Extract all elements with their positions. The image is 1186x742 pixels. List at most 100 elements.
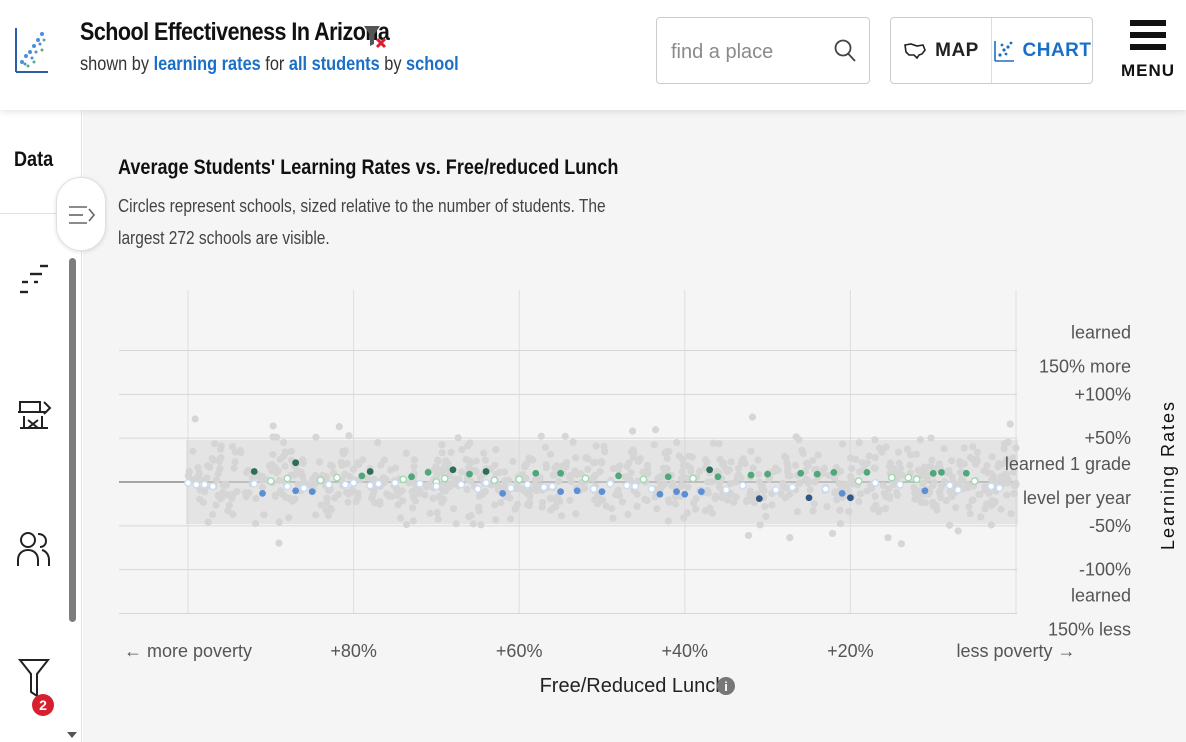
school-point [557, 488, 564, 496]
school-point [557, 469, 564, 477]
school-point [639, 475, 648, 484]
group-link[interactable]: all students [288, 54, 380, 75]
y-tick-label: learned 1 grade [1005, 454, 1131, 474]
y-tick-label: learned [1071, 323, 1131, 343]
school-point [987, 482, 996, 491]
y-tick-label: learned [1071, 586, 1131, 606]
school-point [548, 482, 557, 491]
school-point [887, 473, 896, 482]
school-point [259, 489, 266, 497]
filter-clear-icon[interactable] [362, 22, 390, 52]
school-point [581, 474, 590, 483]
metric-selector-icon[interactable] [14, 260, 54, 304]
school-point [532, 469, 540, 477]
school-point [854, 477, 863, 486]
school-point [838, 489, 846, 497]
subtitle-text: for [265, 54, 285, 75]
sidebar-divider [0, 213, 82, 214]
level-link[interactable]: school [406, 54, 459, 75]
school-point [747, 471, 755, 479]
school-point [771, 485, 780, 494]
y-tick-label: 150% more [1039, 357, 1131, 377]
school-point [366, 481, 375, 490]
x-axis-title: Free/Reduced Lunch [540, 675, 727, 697]
school-point [647, 485, 656, 493]
school-point [266, 477, 275, 486]
school-point [358, 472, 366, 480]
school-point [821, 485, 830, 493]
school-point [573, 487, 581, 495]
hamburger-icon [1130, 20, 1166, 50]
school-point [622, 481, 631, 490]
demographics-icon[interactable] [14, 528, 54, 572]
school-point [250, 468, 258, 475]
school-point [615, 472, 622, 480]
chart-button[interactable]: CHART [992, 18, 1092, 83]
school-point [192, 480, 201, 489]
search-icon[interactable] [833, 38, 857, 64]
scatter-chart-icon [993, 40, 1014, 62]
school-point [408, 473, 415, 481]
y-tick-label: level per year [1023, 488, 1131, 508]
school-point [689, 474, 697, 483]
x-tick-label: +80% [330, 641, 377, 661]
school-point [341, 480, 350, 489]
school-point [399, 475, 408, 484]
school-point [589, 485, 598, 493]
x-tick-label: ← more poverty [124, 641, 252, 661]
menu-label: MENU [1120, 61, 1176, 80]
school-point [673, 488, 680, 496]
y-tick-label: +50% [1084, 428, 1131, 448]
school-point [292, 459, 300, 467]
school-point [904, 473, 913, 482]
school-point [631, 482, 640, 491]
school-points [184, 459, 1004, 503]
school-point [499, 489, 507, 497]
distribution-band [186, 439, 1018, 525]
school-point [316, 476, 325, 485]
school-point [250, 479, 259, 488]
school-point [482, 478, 490, 487]
scroll-down-arrow-icon[interactable] [67, 732, 77, 738]
school-point [391, 478, 399, 487]
school-point [755, 495, 763, 503]
school-point [184, 478, 192, 487]
x-tick-label: less poverty → [956, 641, 1075, 661]
school-point [706, 466, 714, 474]
menu-button[interactable]: MENU [1120, 18, 1176, 84]
metric-link[interactable]: learning rates [153, 54, 261, 75]
y-axis-title: Learning Rates [1158, 400, 1178, 550]
chart-description: Circles represent schools, sized relativ… [118, 196, 606, 248]
school-point [208, 482, 217, 491]
school-point [324, 480, 333, 489]
school-point [374, 479, 383, 488]
collapse-menu-icon [69, 206, 96, 224]
view-toggle: MAP CHART [890, 17, 1093, 84]
scatter-chart[interactable]: ← more poverty +80% +60% +40% +20% less pover… [83, 110, 1186, 742]
school-point [432, 482, 441, 491]
school-point [945, 481, 954, 490]
sidebar-scrollbar[interactable] [69, 258, 76, 622]
filter-icon[interactable] [14, 656, 54, 700]
chart-label: CHART [1022, 39, 1092, 61]
school-point [995, 484, 1004, 493]
school-point [308, 488, 316, 496]
school-point [606, 479, 615, 488]
school-point [970, 477, 979, 486]
school-point [788, 483, 797, 492]
school-point [830, 468, 838, 476]
school-point [283, 482, 292, 491]
map-label: MAP [935, 39, 979, 61]
school-point [938, 468, 945, 476]
school-point [598, 488, 606, 496]
logo-icon[interactable] [12, 22, 50, 76]
collapse-sidebar-button[interactable] [56, 177, 106, 251]
school-point [440, 474, 449, 483]
map-button[interactable]: MAP [891, 18, 992, 83]
school-point [523, 480, 532, 489]
search-input[interactable] [671, 38, 821, 66]
school-point [697, 488, 705, 496]
school-point [664, 473, 672, 481]
school-point [349, 478, 358, 487]
school-level-icon[interactable] [14, 394, 54, 438]
